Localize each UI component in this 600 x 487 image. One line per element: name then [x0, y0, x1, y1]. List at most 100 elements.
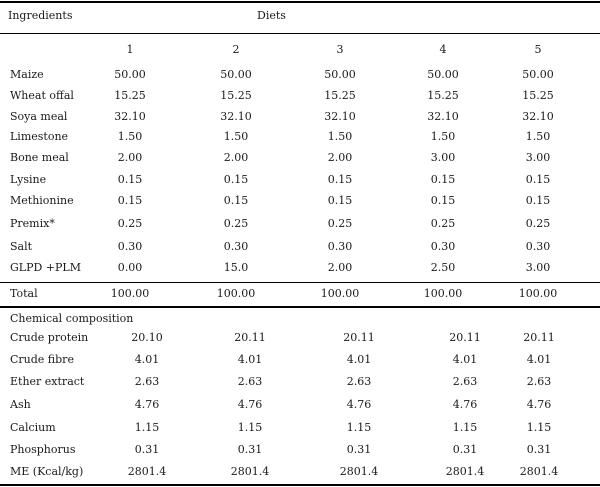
ingredient-value-cell: 2.00	[327, 261, 353, 274]
ingredient-value-cell: 0.30	[430, 240, 456, 253]
ingredient-value-cell: 2.00	[223, 151, 249, 164]
ingredient-value-cell: 32.10	[220, 110, 252, 123]
diet-number-1: 1	[126, 43, 134, 56]
chemical-value-cell: 2801.4	[339, 465, 379, 478]
chemical-value-cell: 0.31	[237, 443, 263, 456]
chemical-value-cell: 0.31	[346, 443, 372, 456]
chemical-value-cell: 2801.4	[127, 465, 167, 478]
total-bottom-rule	[0, 306, 600, 308]
chemical-value-cell: 2.63	[134, 375, 160, 388]
diets-header: Diets	[257, 9, 286, 22]
chemical-value-cell: 4.76	[452, 398, 478, 411]
chemical-value-cell: 1.15	[237, 421, 263, 434]
ingredient-value-cell: 0.30	[223, 240, 249, 253]
chemical-value-cell: 0.31	[452, 443, 478, 456]
chemical-value-cell: 4.01	[452, 353, 478, 366]
chemical-value-cell: 4.76	[134, 398, 160, 411]
ingredient-value-cell: 15.25	[220, 89, 252, 102]
ingredient-value-cell: 1.50	[117, 130, 143, 143]
chemical-name: Crude protein	[10, 331, 89, 344]
chemical-value-cell: 2801.4	[519, 465, 559, 478]
ingredient-name: Soya meal	[10, 110, 68, 123]
chemical-value-cell: 20.11	[523, 331, 555, 344]
chemical-value-cell: 2.63	[237, 375, 263, 388]
diet-number-3: 3	[336, 43, 344, 56]
ingredient-name: Premix*	[10, 217, 55, 230]
ingredient-value-cell: 15.25	[522, 89, 554, 102]
ingredient-value-cell: 1.50	[327, 130, 353, 143]
header-rule	[0, 33, 600, 34]
ingredient-value-cell: 3.00	[525, 261, 551, 274]
total-value-cell: 100.00	[110, 287, 150, 300]
ingredient-value-cell: 0.15	[223, 194, 249, 207]
ingredient-value-cell: 0.25	[525, 217, 551, 230]
ingredient-value-cell: 0.25	[117, 217, 143, 230]
chemical-value-cell: 1.15	[134, 421, 160, 434]
chemical-value-cell: 20.11	[449, 331, 481, 344]
chemical-value-cell: 4.01	[134, 353, 160, 366]
ingredient-value-cell: 50.00	[114, 68, 146, 81]
ingredient-value-cell: 0.15	[525, 173, 551, 186]
total-value-cell: 100.00	[320, 287, 360, 300]
ingredient-name: Methionine	[10, 194, 74, 207]
ingredient-name: Lysine	[10, 173, 47, 186]
ingredient-value-cell: 15.0	[223, 261, 249, 274]
total-value-cell: 100.00	[216, 287, 256, 300]
ingredient-value-cell: 50.00	[522, 68, 554, 81]
total-value-cell: 100.00	[423, 287, 463, 300]
chemical-value-cell: 4.76	[237, 398, 263, 411]
chemical-value-cell: 2801.4	[445, 465, 485, 478]
chemical-value-cell: 4.76	[526, 398, 552, 411]
ingredient-value-cell: 0.15	[117, 173, 143, 186]
chemical-value-cell: 20.10	[131, 331, 163, 344]
ingredient-name: Wheat offal	[10, 89, 74, 102]
ingredient-value-cell: 15.25	[324, 89, 356, 102]
ingredient-value-cell: 0.15	[117, 194, 143, 207]
chemical-value-cell: 4.01	[237, 353, 263, 366]
chemical-value-cell: 4.76	[346, 398, 372, 411]
chemical-name: Ash	[10, 398, 31, 411]
ingredients-header: Ingredients	[8, 9, 73, 22]
ingredient-name: Limestone	[10, 130, 69, 143]
chemical-value-cell: 0.31	[526, 443, 552, 456]
chemical-value-cell: 20.11	[234, 331, 266, 344]
chemical-value-cell: 20.11	[343, 331, 375, 344]
chemical-value-cell: 1.15	[452, 421, 478, 434]
ingredient-value-cell: 0.00	[117, 261, 143, 274]
ingredient-name: Maize	[10, 68, 44, 81]
chemical-value-cell: 2.63	[346, 375, 372, 388]
ingredient-value-cell: 2.50	[430, 261, 456, 274]
chemical-value-cell: 2801.4	[230, 465, 270, 478]
ingredient-value-cell: 50.00	[220, 68, 252, 81]
ingredient-name: Bone meal	[10, 151, 69, 164]
ingredient-value-cell: 2.00	[117, 151, 143, 164]
chemical-name: ME (Kcal/kg)	[10, 465, 84, 478]
ingredient-value-cell: 0.15	[525, 194, 551, 207]
ingredient-value-cell: 0.15	[327, 194, 353, 207]
top-rule	[0, 1, 600, 3]
total-value-cell: 100.00	[518, 287, 558, 300]
ingredient-value-cell: 15.25	[114, 89, 146, 102]
total-top-rule	[0, 282, 600, 283]
chemical-value-cell: 1.15	[526, 421, 552, 434]
ingredient-value-cell: 0.25	[430, 217, 456, 230]
ingredient-value-cell: 50.00	[324, 68, 356, 81]
chemical-name: Ether extract	[10, 375, 85, 388]
ingredient-value-cell: 32.10	[522, 110, 554, 123]
ingredient-value-cell: 3.00	[430, 151, 456, 164]
chemical-name: Phosphorus	[10, 443, 76, 456]
bottom-rule	[0, 484, 600, 486]
ingredient-value-cell: 0.30	[117, 240, 143, 253]
ingredient-value-cell: 0.30	[327, 240, 353, 253]
ingredient-value-cell: 0.15	[223, 173, 249, 186]
diet-number-2: 2	[232, 43, 240, 56]
total-label: Total	[10, 287, 38, 300]
ingredient-value-cell: 0.25	[327, 217, 353, 230]
ingredient-value-cell: 0.15	[327, 173, 353, 186]
chemical-value-cell: 4.01	[526, 353, 552, 366]
ingredient-value-cell: 1.50	[430, 130, 456, 143]
ingredient-value-cell: 32.10	[324, 110, 356, 123]
ingredient-name: Salt	[10, 240, 33, 253]
ingredient-value-cell: 0.30	[525, 240, 551, 253]
ingredient-value-cell: 0.15	[430, 173, 456, 186]
